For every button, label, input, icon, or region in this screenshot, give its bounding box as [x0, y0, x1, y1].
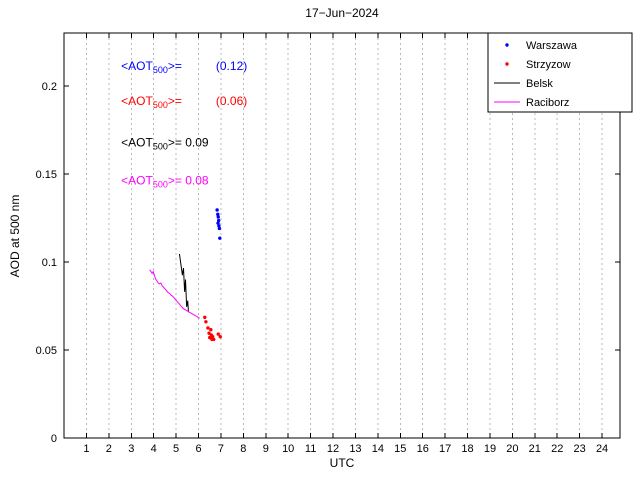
x-tick-label: 24 [596, 443, 608, 455]
x-tick-label: 12 [327, 443, 339, 455]
x-tick-label: 1 [83, 443, 89, 455]
legend-label-strzyzow: Strzyzow [526, 59, 571, 71]
x-tick-label: 23 [574, 443, 586, 455]
x-tick-label: 21 [529, 443, 541, 455]
y-tick-label: 0.2 [42, 81, 57, 93]
y-tick-label: 0.1 [42, 257, 57, 269]
x-tick-label: 7 [218, 443, 224, 455]
annotation-warszawa-mean: <AOT500>= (0.12) [121, 59, 247, 75]
series-warszawa [215, 208, 222, 240]
x-tick-label: 19 [484, 443, 496, 455]
annotation-strzyzow-mean: <AOT500>= (0.06) [121, 94, 247, 110]
chart-title: 17−Jun−2024 [305, 6, 379, 20]
legend-label-warszawa: Warszawa [526, 40, 578, 52]
x-tick-label: 8 [240, 443, 246, 455]
x-tick-label: 22 [551, 443, 563, 455]
series-raciborz [149, 269, 200, 319]
x-tick-label: 11 [305, 443, 316, 455]
annotation-raciborz-mean: <AOT500>= 0.08 [121, 173, 209, 189]
x-tick-label: 9 [263, 443, 269, 455]
x-tick-label: 10 [282, 443, 294, 455]
axis-ticks: 1 2 3 4 5 6 7 8 9 10 11 12 13 14 15 16 17 18 19 20 21 22 23 240… [36, 33, 620, 455]
legend-marker-strzyzow [505, 62, 509, 66]
series-belsk [178, 253, 189, 313]
y-tick-label: 0.15 [36, 169, 57, 181]
x-tick-label: 5 [173, 443, 179, 455]
x-tick-label: 18 [461, 443, 473, 455]
x-tick-label: 20 [506, 443, 518, 455]
x-tick-label: 2 [106, 443, 112, 455]
x-tick-label: 13 [349, 443, 361, 455]
legend-label-raciborz: Raciborz [526, 97, 569, 109]
legend-label-belsk: Belsk [526, 78, 553, 90]
legend: Warszawa Strzyzow Belsk Raciborz [487, 32, 633, 113]
y-tick-label: 0 [51, 433, 57, 445]
x-tick-label: 6 [195, 443, 201, 455]
x-tick-label: 15 [394, 443, 406, 455]
x-axis-label: UTC [329, 456, 355, 470]
x-tick-label: 16 [417, 443, 429, 455]
x-tick-label: 17 [439, 443, 451, 455]
legend-marker-warszawa [505, 43, 509, 47]
axis-box [63, 32, 621, 439]
series-strzyzow [203, 315, 222, 342]
x-tick-label: 14 [372, 443, 384, 455]
y-tick-label: 0.05 [36, 345, 57, 357]
x-tick-label: 3 [128, 443, 134, 455]
annotation-belsk-mean: <AOT500>= 0.09 [121, 136, 209, 152]
x-tick-label: 4 [151, 443, 157, 455]
